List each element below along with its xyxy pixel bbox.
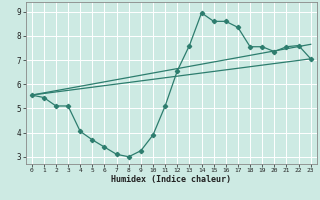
X-axis label: Humidex (Indice chaleur): Humidex (Indice chaleur) [111, 175, 231, 184]
